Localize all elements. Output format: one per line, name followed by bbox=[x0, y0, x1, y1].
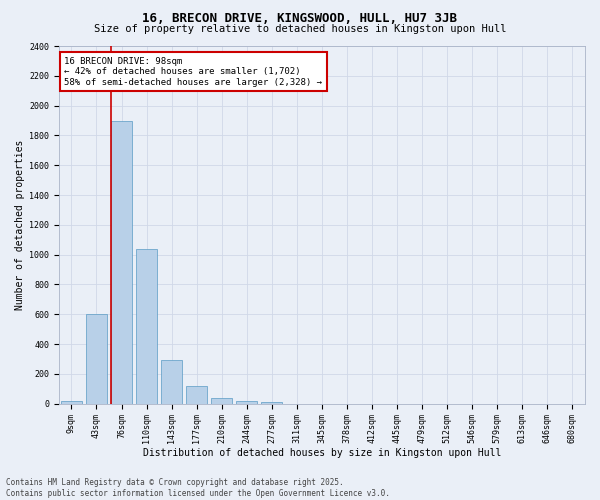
Text: 16 BRECON DRIVE: 98sqm
← 42% of detached houses are smaller (1,702)
58% of semi-: 16 BRECON DRIVE: 98sqm ← 42% of detached… bbox=[64, 56, 322, 86]
Bar bbox=[186, 386, 208, 404]
Bar bbox=[236, 400, 257, 404]
Bar bbox=[161, 360, 182, 404]
Text: Size of property relative to detached houses in Kingston upon Hull: Size of property relative to detached ho… bbox=[94, 24, 506, 34]
Bar bbox=[136, 248, 157, 404]
Bar bbox=[211, 398, 232, 404]
X-axis label: Distribution of detached houses by size in Kingston upon Hull: Distribution of detached houses by size … bbox=[143, 448, 501, 458]
Y-axis label: Number of detached properties: Number of detached properties bbox=[15, 140, 25, 310]
Bar bbox=[86, 314, 107, 404]
Bar bbox=[61, 402, 82, 404]
Bar bbox=[261, 402, 283, 404]
Bar bbox=[111, 120, 132, 404]
Text: 16, BRECON DRIVE, KINGSWOOD, HULL, HU7 3JB: 16, BRECON DRIVE, KINGSWOOD, HULL, HU7 3… bbox=[143, 12, 458, 26]
Text: Contains HM Land Registry data © Crown copyright and database right 2025.
Contai: Contains HM Land Registry data © Crown c… bbox=[6, 478, 390, 498]
